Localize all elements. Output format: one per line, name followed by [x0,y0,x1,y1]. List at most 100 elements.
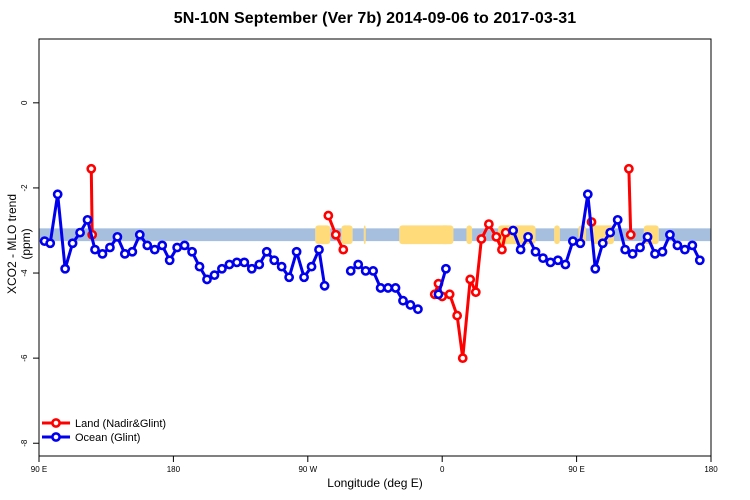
ocean-band-6 [535,228,555,242]
ocean-point-3-7 [560,259,571,270]
ocean-point-0-9 [105,242,115,253]
ocean-point-3-5 [545,257,556,268]
ocean-point-0-34 [291,246,302,257]
x-axis-label: Longitude (deg E) [327,476,423,490]
ocean-point-3-11 [590,263,601,274]
land-point-1-1 [330,229,341,240]
ocean-point-0-7 [90,244,100,255]
ocean-point-0-4 [67,238,78,249]
ocean-band-2 [352,228,364,242]
ocean-point-0-26 [231,257,242,268]
legend-label-ocean: Ocean (Glint) [75,432,140,444]
ocean-point-0-21 [194,261,205,272]
land-region-5 [466,225,473,245]
ocean-point-1-3 [368,266,379,276]
land-point-2-6 [465,274,476,285]
ocean-point-0-12 [127,246,138,257]
ocean-point-0-11 [119,248,130,259]
ocean-point-3-22 [672,240,683,251]
ocean-point-3-9 [575,238,586,249]
land-point-0-0 [86,163,97,174]
land-point-4-0 [623,163,634,174]
land-series-line-2 [433,222,508,360]
ocean-point-0-1 [45,238,56,249]
ocean-point-0-17 [164,255,175,266]
ocean-point-0-32 [276,261,287,272]
land-point-1-0 [323,210,334,221]
x-tick-label-2: 90 W [298,465,317,474]
ocean-point-2-0 [433,289,444,300]
y-tick-label-2: -4 [20,269,29,277]
ocean-point-3-10 [582,189,593,200]
ocean-point-3-21 [665,229,675,240]
ocean-point-0-19 [179,240,190,251]
land-region-4 [440,225,454,245]
ocean-point-1-7 [398,295,408,306]
land-point-1-2 [338,244,349,255]
land-series-line-0 [89,168,94,235]
x-tick-label-4: 90 E [568,465,584,474]
ocean-point-0-6 [82,214,93,225]
land-point-2-10 [491,231,502,242]
x-tick-label-3: 0 [440,465,445,474]
ocean-point-1-0 [345,266,356,276]
ocean-point-0-38 [319,280,330,291]
plot-frame [38,38,712,457]
ocean-band-0 [39,228,316,242]
ocean-point-3-15 [620,244,631,255]
ocean-point-0-14 [142,240,153,251]
ocean-point-0-23 [209,270,220,281]
legend-marker-ocean [51,432,61,442]
land-point-2-12 [500,227,511,238]
ocean-point-3-2 [523,231,533,242]
ocean-point-0-27 [239,257,250,268]
land-series-line-4 [627,168,633,235]
ocean-point-0-16 [157,240,168,251]
ocean-point-3-3 [530,246,541,257]
ocean-point-1-8 [405,300,416,310]
ocean-point-2-1 [441,263,451,274]
ocean-point-3-6 [553,255,563,266]
ocean-point-1-4 [375,283,386,293]
y-axis: 0 -2 -4 -6 -8 [20,100,39,447]
ocean-point-0-28 [246,263,257,274]
ocean-point-3-20 [657,246,668,257]
ocean-point-0-15 [149,244,160,255]
ocean-point-1-1 [353,259,364,270]
land-point-2-5 [457,353,468,364]
land-region-3 [399,225,450,245]
land-point-4-1 [625,229,636,240]
ocean-point-0-10 [112,231,123,242]
land-region-7 [554,225,560,245]
land-point-2-9 [483,219,494,229]
ocean-point-0-5 [75,227,85,238]
ocean-band-3 [365,228,400,242]
land-point-2-7 [470,287,481,298]
ocean-point-3-24 [687,240,698,251]
ocean-point-0-31 [269,255,280,266]
ocean-point-3-17 [635,242,645,253]
x-tick-label-5: 180 [704,465,718,474]
ocean-point-3-19 [650,248,660,259]
y-tick-label-3: -6 [20,354,29,362]
ocean-point-3-16 [627,248,638,259]
x-tick-label-0: 90 E [31,465,47,474]
ocean-band-4 [453,228,467,242]
ocean-point-3-14 [612,214,623,225]
land-region-1 [341,225,353,245]
land-region-0 [315,225,331,245]
x-tick-label-1: 180 [167,465,181,474]
land-point-2-11 [497,244,507,255]
ocean-point-0-30 [261,246,272,257]
ocean-point-3-13 [605,227,616,238]
ocean-point-1-6 [390,283,401,293]
ocean-point-3-8 [567,236,578,247]
legend-label-land: Land (Nadir&Glint) [75,418,166,430]
y-tick-label-0: 0 [20,100,29,105]
land-point-2-3 [444,289,455,300]
ocean-point-0-8 [97,248,108,259]
x-axis: 90 E 180 90 W 0 90 E 180 [31,456,718,474]
ocean-point-0-13 [134,229,145,240]
ocean-point-0-36 [306,261,317,272]
